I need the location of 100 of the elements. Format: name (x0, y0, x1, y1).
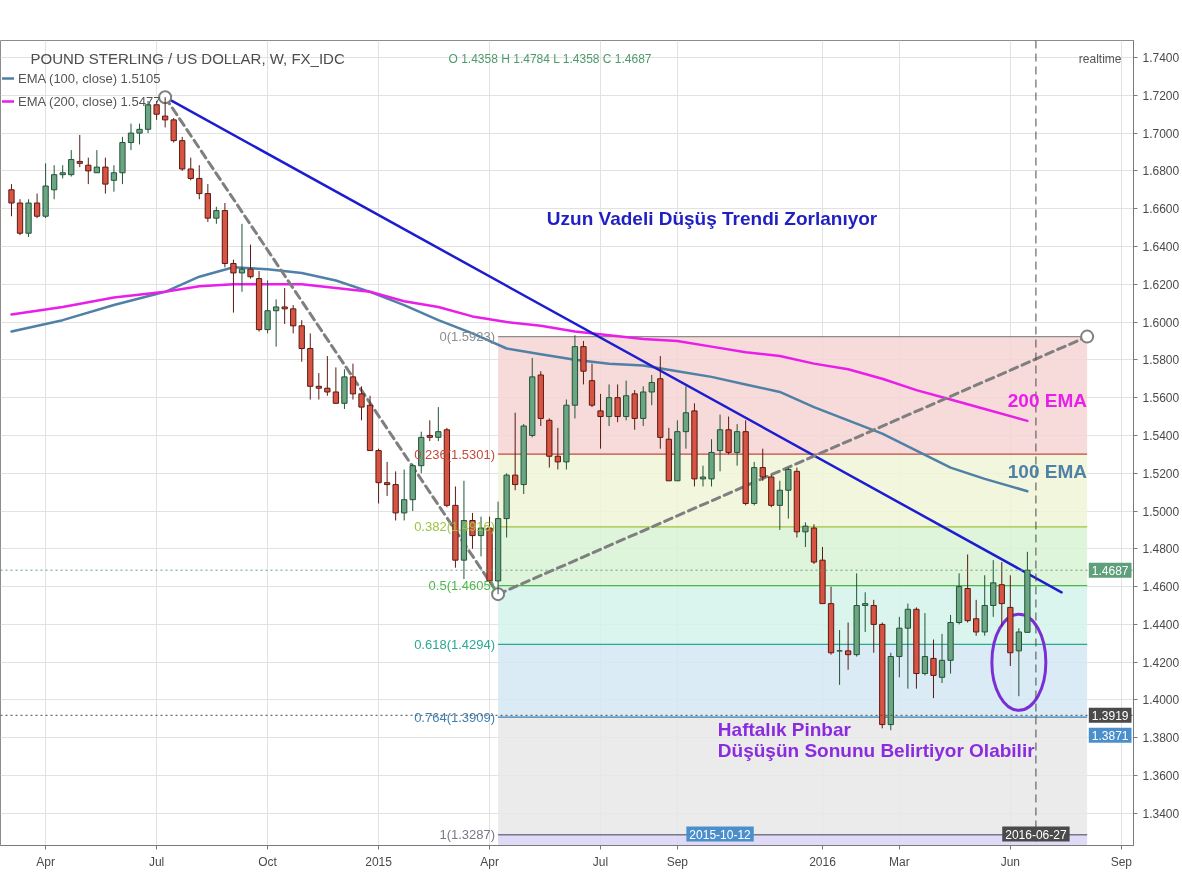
annotation: 200 EMA (1007, 390, 1088, 412)
candlestick (998, 561, 1005, 627)
ref-line-label: 1.4687 (1091, 563, 1129, 578)
candlestick (759, 448, 766, 482)
candlestick (324, 355, 331, 397)
candlestick (699, 465, 707, 487)
y-tick-label: 1.5200 (1142, 466, 1180, 481)
candlestick (435, 406, 442, 442)
x-tick-label: Mar (889, 854, 910, 869)
y-tick-label: 1.4200 (1142, 655, 1180, 670)
candlestick (136, 123, 143, 145)
candlestick (102, 157, 109, 195)
candlestick (802, 521, 809, 548)
candlestick (247, 244, 254, 280)
candlestick (733, 423, 741, 467)
text: POUND STERLING / US DOLLAR, W, FX_IDC (30, 50, 345, 67)
candlestick (785, 467, 792, 520)
y-tick-label: 1.5800 (1142, 353, 1180, 368)
candlestick (597, 393, 604, 450)
candlestick (264, 279, 271, 334)
x-tick-label: Sep (666, 854, 689, 869)
point (1080, 329, 1095, 344)
y-tick-label: 1.7000 (1142, 126, 1180, 141)
candlestick (332, 366, 340, 404)
y-tick-label: 1.4600 (1142, 580, 1180, 595)
y-tick-label: 1.4000 (1142, 693, 1180, 708)
text: O 1.4358 H 1.4784 L 1.4358 C 1.4687 (448, 51, 652, 66)
candlestick (776, 480, 783, 531)
candlestick (170, 117, 177, 144)
candlestick (605, 383, 613, 427)
x-tick-label: Sep (1110, 854, 1133, 869)
ref-line-label: 0.618(1.4294) (414, 636, 496, 652)
candlestick (623, 380, 630, 421)
candlestick (358, 385, 365, 421)
candlestick (938, 633, 946, 684)
annotation: realtime (1078, 51, 1122, 66)
candlestick (383, 461, 391, 497)
candlestick (725, 416, 732, 455)
legend-label: EMA (100, close) 1.5105 (18, 69, 161, 88)
candlestick (401, 468, 408, 521)
y-tick-label: 1.6200 (1142, 277, 1180, 292)
x-tick-label: Jun (1000, 854, 1021, 869)
annotation: Uzun Vadeli Düşüş Trendi Zorlanıyor (546, 207, 878, 229)
y-tick-label: 1.6600 (1142, 202, 1180, 217)
candlestick (554, 427, 561, 470)
candlestick (349, 363, 357, 401)
y-tick-label: 1.4800 (1142, 542, 1180, 557)
y-tick-label: 1.7200 (1142, 88, 1180, 103)
candlestick (904, 603, 912, 690)
ref-line-label: 1.3919 (1091, 708, 1129, 723)
candlestick (196, 164, 203, 200)
y-tick-label: 1.4400 (1142, 617, 1180, 632)
candlestick (682, 385, 690, 450)
candlestick (33, 193, 41, 219)
candlestick (973, 599, 980, 637)
candlestick (1015, 627, 1022, 697)
x-tick-label: 2015 (365, 854, 393, 869)
candlestick (110, 164, 118, 193)
candlestick (614, 383, 621, 423)
x-tick-label: 2016 (809, 854, 837, 869)
y-tick-label: 1.5000 (1142, 504, 1180, 519)
candlestick (844, 622, 852, 671)
candlestick (648, 374, 655, 406)
candlestick (85, 157, 92, 185)
candlestick (230, 259, 237, 314)
candlestick (187, 157, 194, 181)
candlestick (162, 96, 169, 128)
x-tick-label: Oct (258, 854, 278, 869)
candlestick (512, 412, 519, 491)
candlestick (76, 134, 83, 168)
y-tick-label: 1.3400 (1142, 806, 1180, 821)
x-tick-label: Jul (148, 854, 165, 869)
ref-line-label: 2016-06-27 (1005, 827, 1067, 842)
candlestick (862, 591, 869, 633)
y-tick-label: 1.6000 (1142, 315, 1180, 330)
candlestick (281, 287, 288, 325)
ref-line-label: 0.764(1.3909) (414, 709, 496, 725)
candlestick (51, 164, 58, 200)
x-tick-label: Apr (36, 854, 55, 869)
y-tick-label: 1.3800 (1142, 731, 1180, 746)
x-tick-label: Jul (592, 854, 609, 869)
y-tick-label: 1.6400 (1142, 239, 1180, 254)
candlestick (238, 223, 246, 293)
annotation: 100 EMA (1007, 460, 1088, 482)
candlestick (426, 419, 433, 442)
annotation: 2015-10-12 (689, 827, 752, 842)
ref-line-label: 1(1.3287) (439, 827, 496, 843)
y-tick-label: 1.6800 (1142, 164, 1180, 179)
candlestick (930, 639, 937, 699)
candlestick (8, 183, 15, 217)
y-tick-label: 1.7400 (1142, 51, 1180, 66)
candlestick (716, 414, 724, 472)
annotation: 1.3871 (1091, 728, 1129, 743)
candlestick (921, 612, 929, 676)
candlestick (870, 599, 877, 654)
candlestick (290, 304, 297, 334)
y-tick-label: 1.5400 (1142, 428, 1180, 443)
candlestick (315, 372, 322, 401)
candlestick (272, 298, 280, 348)
y-tick-label: 1.5600 (1142, 391, 1180, 406)
